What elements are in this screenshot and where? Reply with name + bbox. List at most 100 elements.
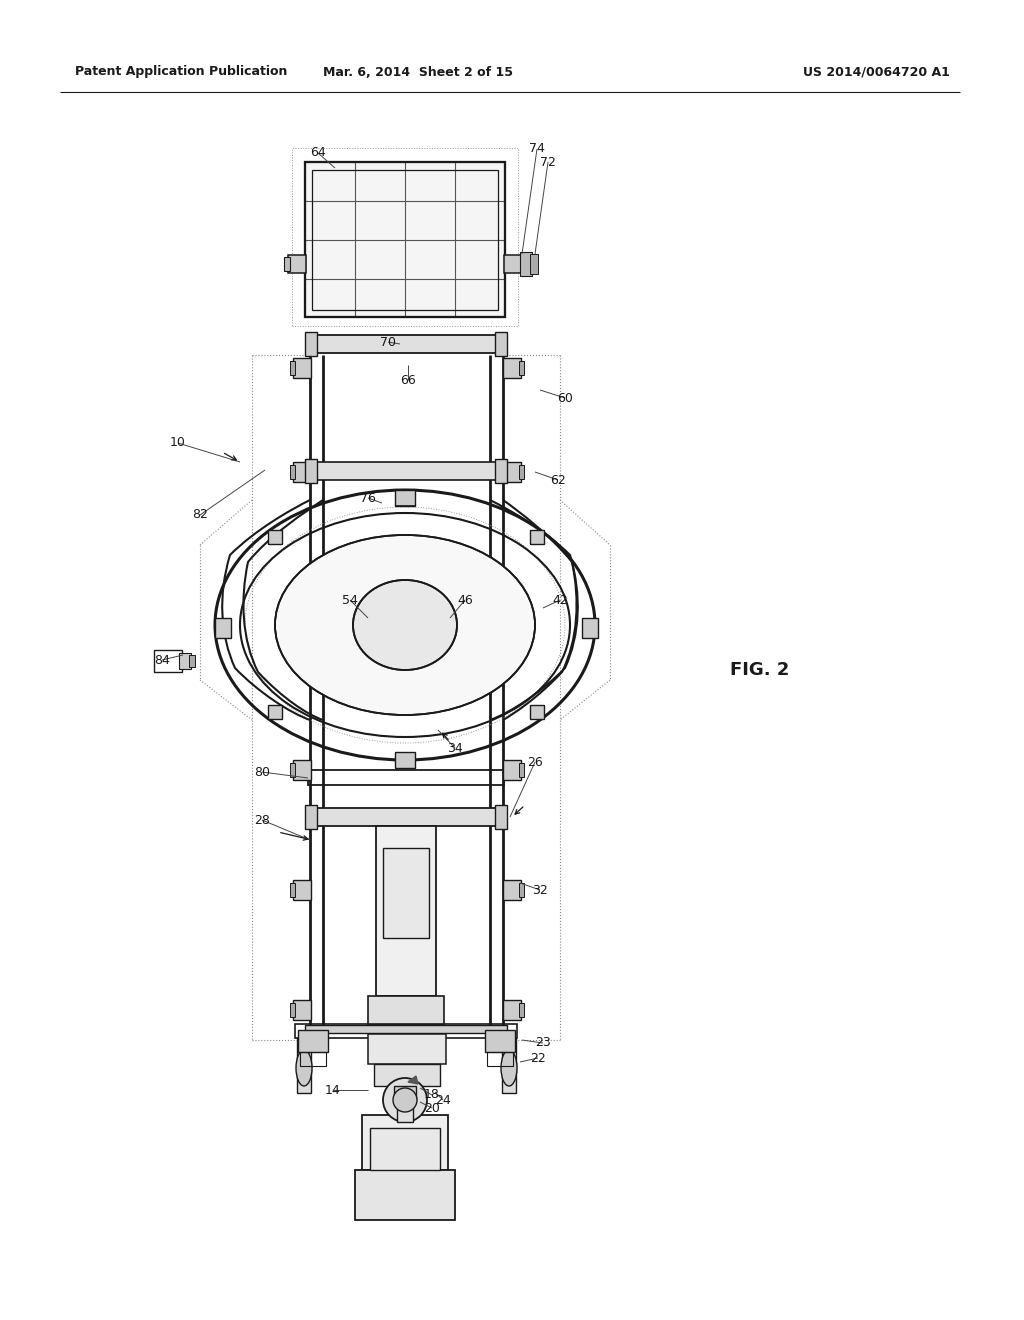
Bar: [502, 1038, 516, 1093]
Bar: [295, 1024, 517, 1038]
Bar: [487, 1052, 513, 1067]
Bar: [290, 360, 295, 375]
Bar: [305, 805, 317, 829]
Text: 26: 26: [527, 755, 543, 768]
Bar: [305, 333, 317, 356]
Ellipse shape: [383, 1078, 427, 1122]
Bar: [530, 253, 538, 275]
Ellipse shape: [501, 1049, 517, 1086]
Bar: [519, 1003, 524, 1016]
Bar: [308, 808, 504, 826]
Bar: [394, 1086, 416, 1100]
Text: 54: 54: [342, 594, 358, 606]
Bar: [305, 459, 317, 483]
Bar: [495, 333, 507, 356]
Text: 34: 34: [447, 742, 463, 755]
Text: 70: 70: [380, 335, 396, 348]
Bar: [293, 760, 311, 780]
Bar: [503, 462, 521, 482]
Bar: [305, 1026, 507, 1034]
Text: 66: 66: [400, 374, 416, 387]
Text: 28: 28: [254, 813, 270, 826]
Ellipse shape: [296, 1049, 312, 1086]
Bar: [362, 1115, 449, 1170]
Bar: [519, 465, 524, 479]
Bar: [383, 847, 429, 939]
Bar: [503, 358, 521, 378]
Bar: [268, 531, 282, 544]
Bar: [503, 880, 521, 900]
Bar: [530, 705, 544, 719]
Text: 60: 60: [557, 392, 573, 404]
Bar: [305, 162, 505, 317]
Bar: [312, 170, 498, 310]
Bar: [290, 465, 295, 479]
Bar: [293, 880, 311, 900]
Bar: [503, 1001, 521, 1020]
Bar: [292, 148, 518, 326]
Bar: [582, 618, 598, 638]
Bar: [293, 358, 311, 378]
Text: 32: 32: [532, 883, 548, 896]
Ellipse shape: [353, 579, 457, 671]
Bar: [268, 705, 282, 719]
Bar: [290, 883, 295, 898]
Bar: [290, 763, 295, 777]
Bar: [179, 653, 191, 669]
Bar: [368, 1034, 446, 1064]
Bar: [189, 655, 195, 667]
Bar: [154, 649, 182, 672]
Bar: [297, 1038, 311, 1093]
Text: 84: 84: [154, 653, 170, 667]
Bar: [395, 752, 415, 768]
Ellipse shape: [275, 535, 535, 715]
Text: 10: 10: [170, 437, 186, 450]
Bar: [284, 257, 290, 271]
Bar: [374, 1064, 440, 1086]
Bar: [298, 1030, 328, 1052]
Bar: [293, 462, 311, 482]
Text: 24: 24: [435, 1093, 451, 1106]
Bar: [215, 618, 231, 638]
Bar: [495, 805, 507, 829]
Text: 76: 76: [360, 491, 376, 504]
Bar: [485, 1030, 515, 1052]
Bar: [300, 1052, 326, 1067]
Text: US 2014/0064720 A1: US 2014/0064720 A1: [803, 66, 950, 78]
Text: 72: 72: [540, 156, 556, 169]
Bar: [503, 760, 521, 780]
Ellipse shape: [393, 1088, 417, 1111]
Bar: [520, 252, 532, 276]
Bar: [397, 1100, 413, 1122]
Bar: [293, 1001, 311, 1020]
Polygon shape: [408, 1076, 418, 1084]
Text: 80: 80: [254, 766, 270, 779]
Bar: [519, 763, 524, 777]
Text: 14: 14: [326, 1084, 341, 1097]
Bar: [368, 997, 444, 1024]
Bar: [370, 1129, 440, 1170]
Text: FIG. 2: FIG. 2: [730, 661, 790, 678]
Bar: [308, 770, 504, 785]
Bar: [519, 360, 524, 375]
Bar: [308, 462, 504, 480]
Bar: [530, 531, 544, 544]
Text: 62: 62: [550, 474, 566, 487]
Text: 46: 46: [457, 594, 473, 606]
Bar: [495, 459, 507, 483]
Bar: [308, 335, 504, 352]
Bar: [395, 490, 415, 506]
Bar: [290, 1003, 295, 1016]
Text: 18: 18: [424, 1089, 440, 1101]
Bar: [376, 826, 436, 997]
Bar: [305, 162, 505, 317]
Text: 82: 82: [193, 508, 208, 521]
Text: 74: 74: [529, 143, 545, 156]
Text: Patent Application Publication: Patent Application Publication: [75, 66, 288, 78]
Bar: [355, 1170, 455, 1220]
Bar: [519, 883, 524, 898]
Text: 42: 42: [552, 594, 568, 606]
Text: 22: 22: [530, 1052, 546, 1064]
Bar: [504, 255, 522, 273]
Text: 20: 20: [424, 1101, 440, 1114]
